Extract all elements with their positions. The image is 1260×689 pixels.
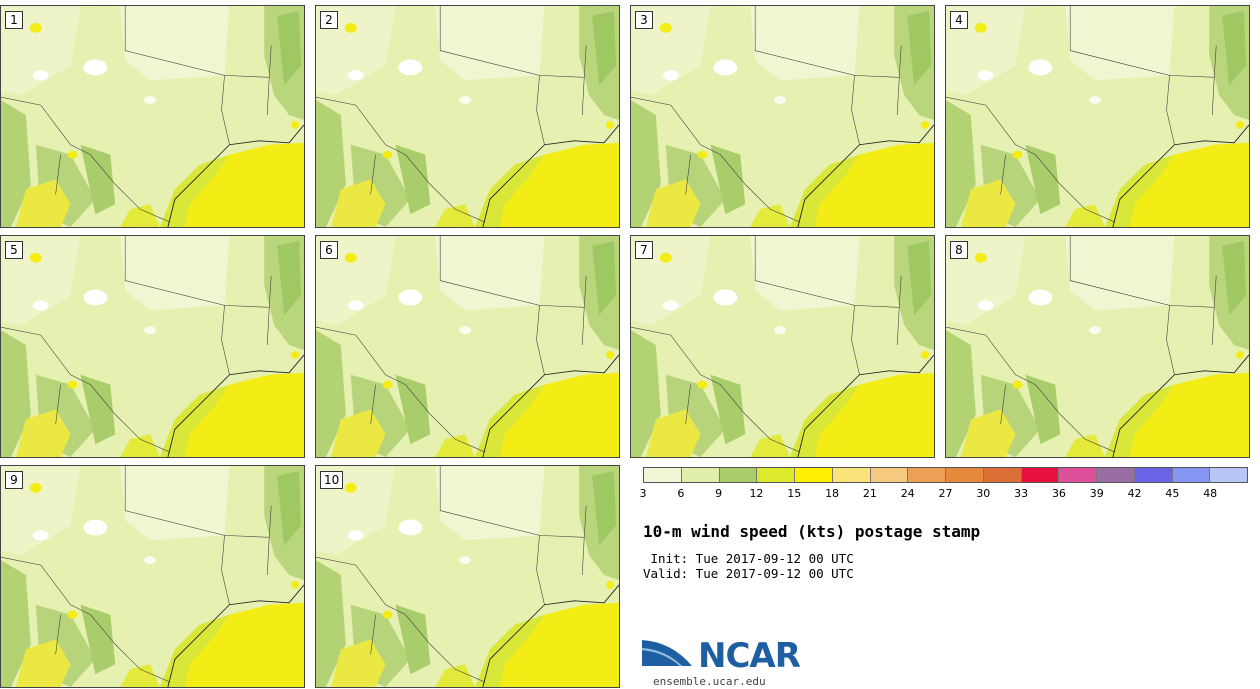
colorbar-tick-label: 12: [749, 487, 764, 500]
colorbar-swatch: [1210, 468, 1247, 482]
member-panel-7: 7: [630, 235, 935, 458]
member-number: 9: [5, 471, 23, 489]
colorbar-swatch: [757, 468, 795, 482]
colorbar-tick-label: 48: [1203, 487, 1218, 500]
colorbar-tick-label: 36: [1051, 487, 1066, 500]
colorbar-swatch: [1059, 468, 1097, 482]
logo-text: NCAR: [698, 636, 801, 676]
member-panel-10: 10: [315, 465, 620, 688]
colorbar-swatch: [870, 468, 909, 482]
colorbar-swatch: [719, 468, 758, 482]
member-number: 3: [635, 11, 653, 29]
colorbar-tick-label: 3: [639, 487, 647, 500]
colorbar-tick-label: 24: [900, 487, 915, 500]
member-number: 1: [5, 11, 23, 29]
member-panel-4: 4: [945, 5, 1250, 228]
member-panel-8: 8: [945, 235, 1250, 458]
init-time: Init: Tue 2017-09-12 00 UTC: [643, 551, 854, 566]
colorbar-tick-label: 42: [1127, 487, 1142, 500]
colorbar-swatch: [983, 468, 1022, 482]
colorbar-swatch: [644, 468, 682, 482]
valid-time: Valid: Tue 2017-09-12 00 UTC: [643, 566, 854, 581]
colorbar-swatch: [832, 468, 871, 482]
colorbar-swatch: [1097, 468, 1135, 482]
colorbar-swatch: [1134, 468, 1173, 482]
colorbar-tick-label: 39: [1089, 487, 1104, 500]
chart-title: 10-m wind speed (kts) postage stamp: [643, 522, 981, 541]
member-panel-2: 2: [315, 5, 620, 228]
member-panel-3: 3: [630, 5, 935, 228]
member-panel-5: 5: [0, 235, 305, 458]
member-number: 6: [320, 241, 338, 259]
member-panel-1: 1: [0, 5, 305, 228]
colorbar-tick-label: 9: [715, 487, 723, 500]
colorbar-swatch: [946, 468, 984, 482]
colorbar-tick-label: 33: [1014, 487, 1029, 500]
member-number: 5: [5, 241, 23, 259]
colorbar-tick-label: 18: [825, 487, 840, 500]
member-number: 2: [320, 11, 338, 29]
colorbar-swatch: [681, 468, 720, 482]
member-panel-9: 9: [0, 465, 305, 688]
colorbar: [643, 467, 1248, 483]
colorbar-tick-label: 45: [1165, 487, 1180, 500]
member-panel-6: 6: [315, 235, 620, 458]
logo-url: ensemble.ucar.edu: [653, 675, 766, 688]
colorbar-tick-label: 15: [787, 487, 802, 500]
colorbar-swatch: [795, 468, 833, 482]
ncar-logo-icon: [642, 640, 692, 666]
member-number: 7: [635, 241, 653, 259]
colorbar-tick-label: 6: [677, 487, 685, 500]
member-number: 8: [950, 241, 968, 259]
member-number: 10: [320, 471, 344, 489]
colorbar-swatch: [908, 468, 946, 482]
colorbar-swatch: [1172, 468, 1211, 482]
colorbar-tick-label: 21: [862, 487, 877, 500]
colorbar-swatch: [1021, 468, 1060, 482]
member-number: 4: [950, 11, 968, 29]
colorbar-tick-label: 27: [938, 487, 953, 500]
colorbar-tick-label: 30: [976, 487, 991, 500]
